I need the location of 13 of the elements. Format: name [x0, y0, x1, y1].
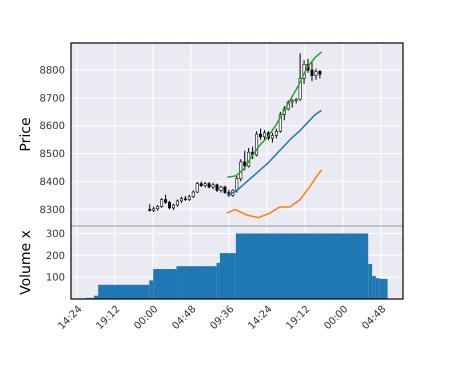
y-tick-label: 8700 — [40, 93, 65, 104]
candlestick — [270, 132, 274, 143]
y-tick-label: 200 — [46, 250, 65, 262]
y-tick-label: 8500 — [40, 149, 65, 160]
y-tick-label: 100 — [46, 272, 65, 284]
y-tick-label: 8600 — [40, 121, 65, 132]
y-tick-label: 8300 — [40, 204, 65, 216]
y-tick-label: 300 — [46, 228, 65, 240]
y-axis-title: Volume x — [18, 230, 34, 295]
y-tick-label: 8800 — [40, 66, 65, 77]
candlestick — [310, 61, 314, 82]
y-tick-label: 8400 — [40, 176, 65, 188]
y-axis-title: Price — [18, 117, 34, 152]
